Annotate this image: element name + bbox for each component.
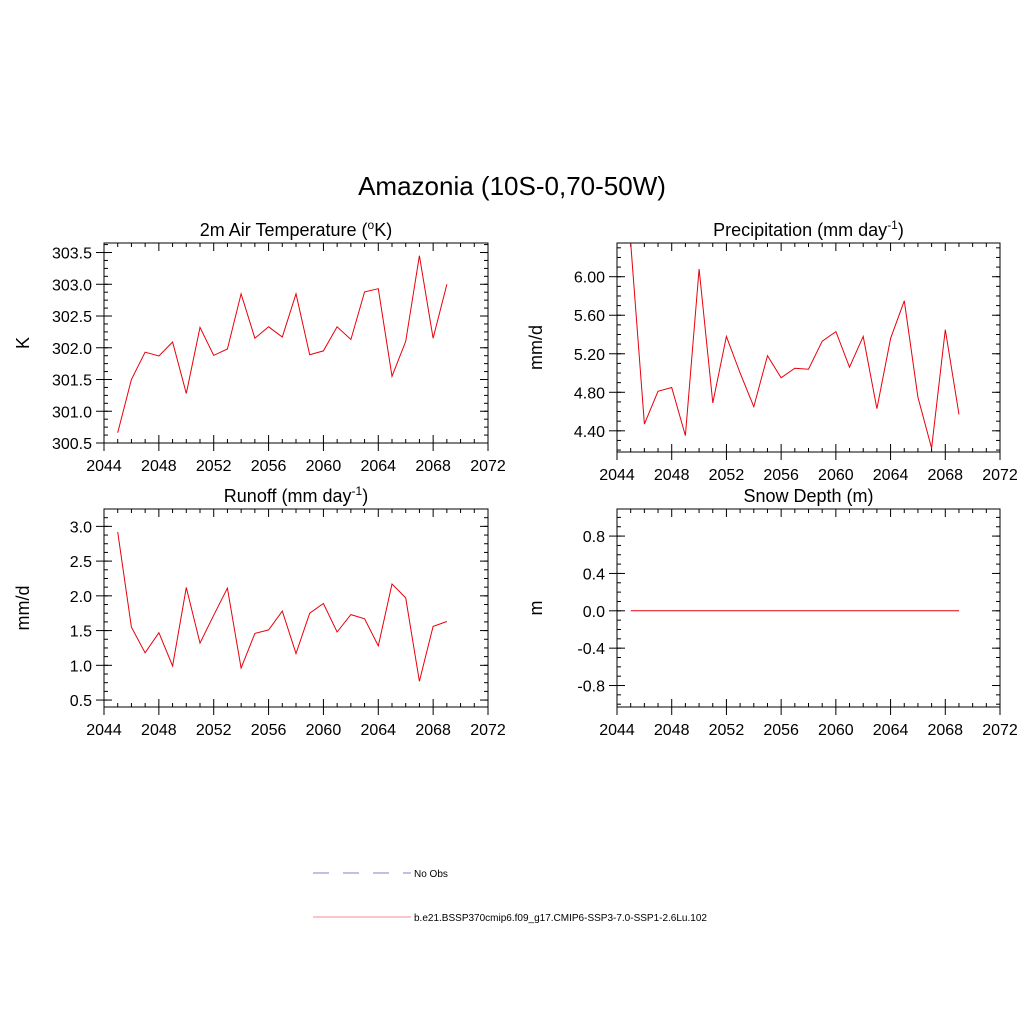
temperature-title-sup: o: [368, 218, 375, 232]
precipitation-ytick-label: 5.60: [574, 308, 605, 325]
precipitation-xtick-label: 2048: [654, 467, 690, 484]
temperature-xtick-label: 2044: [86, 458, 122, 475]
runoff-ytick-label: 0.5: [70, 693, 92, 710]
temperature-ytick-label: 300.5: [52, 436, 92, 453]
runoff-xtick-label: 2048: [141, 722, 177, 739]
precipitation-ytick-label: 5.20: [574, 347, 605, 364]
snow-depth-title: Snow Depth (m): [743, 486, 873, 506]
runoff-ytick-label: 2.5: [70, 554, 92, 571]
temperature-title-end: K): [374, 220, 392, 240]
temperature-xtick-label: 2068: [415, 458, 451, 475]
snow-depth-xtick-label: 2056: [763, 722, 799, 739]
precipitation-xtick-label: 2056: [763, 467, 799, 484]
snow-depth-ylabel: m: [526, 601, 546, 616]
precipitation-series-line: [630, 242, 960, 449]
temperature-series-line: [117, 255, 448, 433]
runoff-title-main: Runoff (mm day: [224, 486, 352, 506]
precipitation-panel: Precipitation (mm day-1) mm/d 2044 2048 2052…: [526, 218, 1018, 484]
snow-depth-xtick-label: 2064: [873, 722, 909, 739]
precipitation-title-main: Precipitation (mm day: [713, 220, 887, 240]
temperature-panel: 2m Air Temperature (oK) K 2044 2048 2052 2056…: [13, 218, 506, 475]
temperature-title: 2m Air Temperature (oK): [200, 218, 392, 240]
runoff-ytick-label: 3.0: [70, 519, 92, 536]
snow-depth-panel: Snow Depth (m) m 2044 2048 2052 2056 2060 2064 2…: [526, 486, 1018, 739]
snow-depth-xtick-label: 2044: [599, 722, 635, 739]
runoff-ytick-label: 1.5: [70, 624, 92, 641]
runoff-panel: Runoff (mm day-1) mm/d 2044 2048 2052 2056 206…: [13, 484, 506, 739]
temperature-title-main: 2m Air Temperature (: [200, 220, 368, 240]
runoff-xtick-label: 2072: [470, 722, 506, 739]
snow-depth-xtick-label: 2072: [982, 722, 1018, 739]
precipitation-xtick-label: 2064: [873, 467, 909, 484]
precipitation-xtick-label: 2052: [709, 467, 745, 484]
temperature-xtick-label: 2072: [470, 458, 506, 475]
temperature-ylabel: K: [13, 337, 33, 349]
legend-model-label: b.e21.BSSP370cmip6.f09_g17.CMIP6-SSP3-7.…: [414, 913, 707, 924]
runoff-title: Runoff (mm day-1): [224, 484, 368, 506]
runoff-xtick-label: 2060: [306, 722, 342, 739]
snow-depth-ytick-label: -0.8: [577, 679, 605, 696]
precipitation-frame: [616, 242, 1001, 453]
temperature-frame: [103, 242, 489, 444]
snow-depth-xtick-label: 2068: [927, 722, 963, 739]
precipitation-title: Precipitation (mm day-1): [713, 218, 904, 240]
snow-depth-ytick-label: -0.4: [577, 641, 605, 658]
temperature-xtick-label: 2056: [251, 458, 287, 475]
temperature-ytick-label: 301.0: [52, 404, 92, 421]
runoff-title-sup: -1: [352, 484, 363, 498]
precipitation-ytick-label: 6.00: [574, 270, 605, 287]
snow-depth-xtick-label: 2060: [818, 722, 854, 739]
runoff-xtick-label: 2064: [360, 722, 396, 739]
runoff-frame: [103, 508, 489, 708]
figure-title: Amazonia (10S-0,70-50W): [358, 171, 666, 201]
precipitation-title-end: ): [898, 220, 904, 240]
temperature-ytick-label: 303.0: [52, 277, 92, 294]
runoff-xtick-label: 2068: [415, 722, 451, 739]
snow-depth-ytick-label: 0.8: [583, 529, 605, 546]
legend-obs-label: No Obs: [414, 869, 448, 880]
precipitation-xtick-label: 2060: [818, 467, 854, 484]
runoff-xtick-label: 2056: [251, 722, 287, 739]
snow-depth-ytick-label: 0.0: [583, 604, 605, 621]
snow-depth-ytick-label: 0.4: [583, 566, 605, 583]
snow-depth-frame: [616, 508, 1001, 708]
snow-depth-xtick-label: 2052: [709, 722, 745, 739]
runoff-title-end: ): [362, 486, 368, 506]
runoff-xtick-label: 2044: [86, 722, 122, 739]
runoff-series-line: [117, 531, 448, 682]
precipitation-xtick-label: 2072: [982, 467, 1018, 484]
precipitation-ytick-label: 4.40: [574, 424, 605, 441]
runoff-xtick-label: 2052: [196, 722, 232, 739]
temperature-ytick-label: 302.0: [52, 341, 92, 358]
precipitation-ytick-label: 4.80: [574, 385, 605, 402]
temperature-xtick-label: 2064: [360, 458, 396, 475]
precipitation-ylabel: mm/d: [526, 325, 546, 370]
temperature-xtick-label: 2052: [196, 458, 232, 475]
temperature-ytick-label: 302.5: [52, 309, 92, 326]
precipitation-xtick-label: 2068: [927, 467, 963, 484]
runoff-ytick-label: 2.0: [70, 589, 92, 606]
precipitation-title-sup: -1: [887, 218, 898, 232]
legend: No Obs b.e21.BSSP370cmip6.f09_g17.CMIP6-…: [313, 869, 707, 924]
runoff-ylabel: mm/d: [13, 586, 33, 631]
snow-depth-xtick-label: 2048: [654, 722, 690, 739]
panels: 2m Air Temperature (oK) K 2044 2048 2052 2056…: [13, 218, 1018, 739]
temperature-xtick-label: 2048: [141, 458, 177, 475]
runoff-ytick-label: 1.0: [70, 658, 92, 675]
precipitation-xtick-label: 2044: [599, 467, 635, 484]
temperature-ytick-label: 303.5: [52, 246, 92, 263]
snow-depth-title-main: Snow Depth (m): [743, 486, 873, 506]
temperature-ytick-label: 301.5: [52, 373, 92, 390]
temperature-xtick-label: 2060: [306, 458, 342, 475]
